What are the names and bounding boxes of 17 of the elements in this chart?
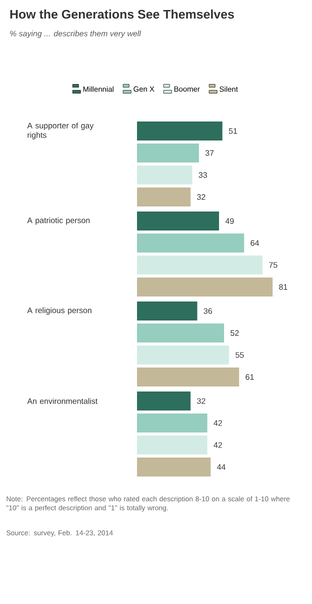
chart-title: How the Generations See Themselves	[10, 10, 234, 19]
bar	[137, 346, 230, 364]
bar	[137, 256, 263, 274]
bar	[137, 234, 244, 253]
bar	[137, 144, 199, 163]
bar	[137, 212, 220, 231]
bar	[137, 436, 208, 454]
bar	[137, 367, 240, 386]
bar	[137, 392, 191, 411]
bar	[137, 324, 224, 343]
bar	[137, 302, 198, 321]
bar	[137, 166, 192, 184]
bar	[137, 457, 211, 476]
bar	[137, 187, 191, 206]
bar	[137, 277, 273, 296]
bar	[137, 122, 222, 141]
bar	[137, 414, 208, 433]
